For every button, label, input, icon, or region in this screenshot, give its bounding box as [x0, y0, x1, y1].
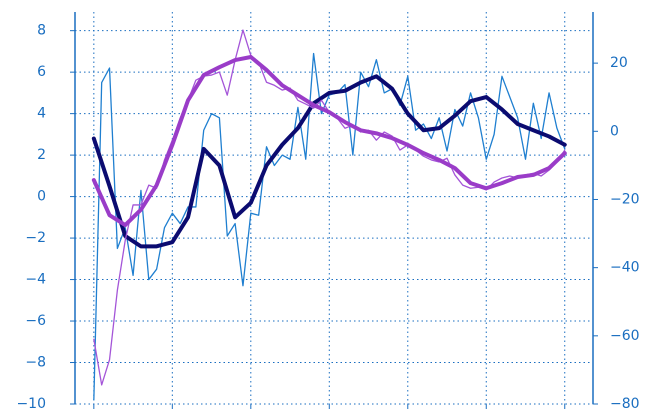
y2-tick-label: −60 — [610, 328, 640, 344]
y-tick-label: 6 — [37, 64, 46, 80]
y2-tick-label: −40 — [610, 260, 640, 276]
series-line — [91, 54, 567, 228]
y2-tick-label: −20 — [610, 191, 640, 207]
y-tick-label: −8 — [25, 355, 46, 371]
y-tick-label: −6 — [25, 313, 46, 329]
y-tick-label: 0 — [37, 189, 46, 205]
y-tick-label: 8 — [37, 23, 46, 39]
y-tick-label: −10 — [16, 396, 46, 412]
y-tick-label: 4 — [37, 106, 46, 122]
y2-tick-label: 0 — [610, 123, 619, 139]
y-tick-label: −2 — [25, 230, 46, 246]
y-tick-label: 2 — [37, 147, 46, 163]
y2-tick-label: 20 — [610, 55, 628, 71]
y2-tick-label: −80 — [610, 396, 640, 412]
series-line — [91, 74, 567, 249]
y-tick-label: −4 — [25, 272, 46, 288]
